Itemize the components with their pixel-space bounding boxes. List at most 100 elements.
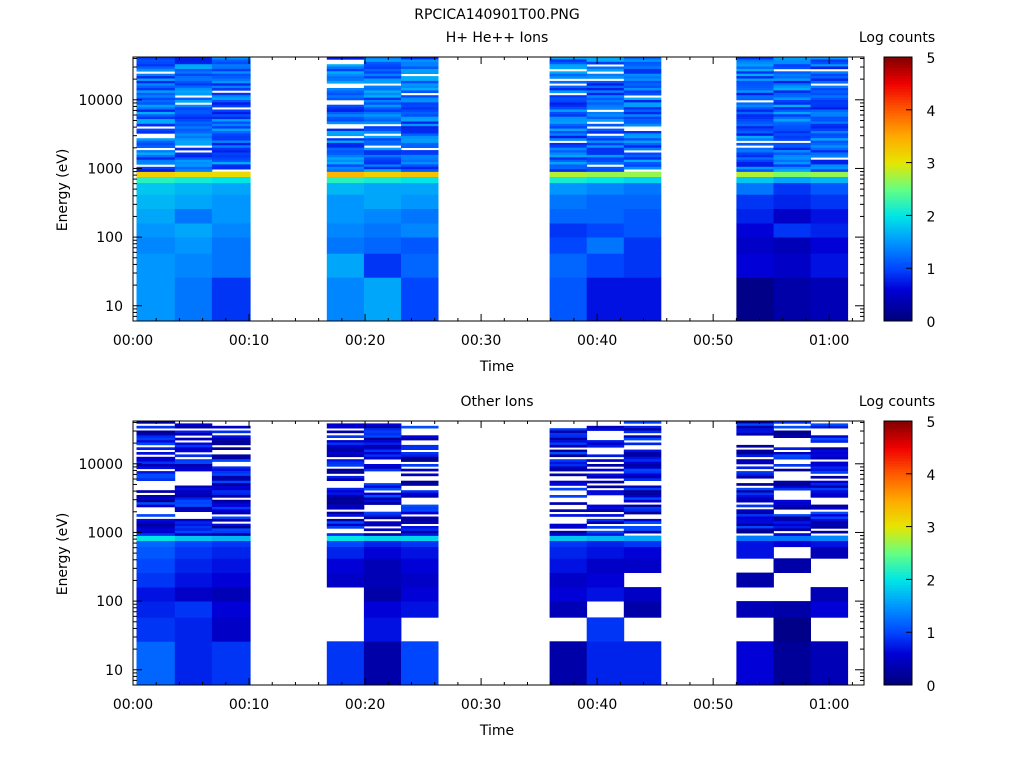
heatmap-cell (586, 166, 625, 170)
heatmap-cell (623, 145, 662, 148)
heatmap-cell (401, 169, 439, 172)
heatmap-cell (211, 68, 251, 72)
heatmap-cell (211, 495, 251, 498)
heatmap-cell (773, 601, 811, 618)
heatmap-cell (211, 102, 251, 106)
heatmap-cell (211, 111, 251, 115)
heatmap-cell (174, 523, 213, 527)
heatmap-cell (326, 521, 365, 524)
heatmap-cell (363, 92, 402, 96)
colorbar-segment (884, 181, 912, 185)
heatmap-cell (401, 459, 439, 462)
heatmap-cell (401, 119, 439, 122)
colorbar-segment (884, 679, 912, 683)
heatmap-cell (623, 471, 662, 474)
heatmap-cell (363, 466, 402, 470)
heatmap-cell (174, 509, 213, 512)
colorbar-tick-label: 2 (927, 573, 936, 589)
heatmap-cell (736, 471, 774, 474)
heatmap-cell (810, 456, 849, 460)
heatmap-cell (736, 109, 774, 113)
heatmap-cell (174, 528, 213, 532)
heatmap-cell (549, 533, 588, 536)
heatmap-cell (401, 516, 439, 520)
colorbar-segment (884, 115, 912, 119)
heatmap-cell (810, 253, 849, 278)
heatmap-cell (773, 171, 811, 177)
heatmap-cell (211, 80, 251, 84)
heatmap-cell (363, 128, 402, 132)
heatmap-cell (363, 114, 402, 117)
heatmap-cell (174, 66, 213, 70)
heatmap-cell (174, 464, 213, 467)
heatmap-cell (363, 90, 402, 94)
heatmap-cell (549, 90, 588, 94)
heatmap-cell (401, 528, 439, 532)
heatmap-cell (363, 442, 402, 446)
heatmap-cell (401, 237, 439, 254)
heatmap-cell (736, 85, 774, 89)
heatmap-cell (401, 107, 439, 110)
heatmap-cell (810, 237, 849, 254)
heatmap-cell (326, 119, 365, 122)
heatmap-cell (211, 490, 251, 493)
heatmap-cell (326, 114, 365, 117)
heatmap-cell (326, 558, 365, 573)
heatmap-cell (773, 558, 811, 573)
colorbar-segment (884, 597, 912, 602)
heatmap-cell (174, 133, 213, 137)
heatmap-cell (401, 142, 439, 146)
colorbar-segment (884, 178, 912, 182)
heatmap-cell (363, 464, 402, 467)
heatmap-cell (363, 71, 402, 74)
heatmap-cell (810, 437, 849, 441)
heatmap-cell (326, 133, 365, 137)
heatmap-cell (136, 78, 176, 82)
heatmap-cell (401, 135, 439, 139)
heatmap-cell (136, 109, 176, 113)
colorbar-segment (884, 276, 912, 280)
heatmap-cell (211, 95, 251, 98)
heatmap-cell (326, 57, 365, 60)
heatmap-cell (174, 176, 213, 184)
heatmap-cell (586, 533, 625, 536)
heatmap-cell (211, 435, 251, 438)
heatmap-cell (586, 119, 625, 122)
heatmap-cell (549, 71, 588, 74)
heatmap-cell (773, 237, 811, 254)
heatmap-cell (211, 459, 251, 462)
heatmap-cell (773, 518, 811, 522)
heatmap-cell (136, 138, 176, 141)
heatmap-cell (401, 111, 439, 115)
heatmap-cell (810, 85, 849, 89)
heatmap-cell (363, 157, 402, 160)
colorbar-segment (884, 165, 912, 169)
heatmap-cell (326, 164, 365, 168)
heatmap-cell (401, 483, 439, 486)
colorbar-segment (884, 595, 912, 599)
heatmap-cell (211, 466, 251, 470)
heatmap-cell (326, 237, 365, 254)
heatmap-cell (211, 504, 251, 508)
heatmap-cell (736, 237, 774, 254)
heatmap-cell (549, 73, 588, 77)
heatmap-cell (211, 533, 251, 536)
heatmap-cell (136, 447, 176, 450)
heatmap-cell (363, 253, 402, 278)
heatmap-cell (623, 83, 662, 86)
colorbar-segment (884, 529, 912, 533)
heatmap-cell (401, 123, 439, 127)
heatmap-cell (773, 119, 811, 122)
heatmap-cell (136, 528, 176, 532)
colorbar-segment (884, 489, 912, 493)
heatmap-cell (810, 64, 849, 67)
heatmap-cell (326, 116, 365, 120)
colorbar-segment (884, 310, 912, 314)
heatmap-cell (810, 135, 849, 139)
heatmap-cell (586, 641, 625, 686)
colorbar-segment (884, 162, 912, 166)
heatmap-cell (211, 154, 251, 158)
heatmap-cell (736, 208, 774, 224)
heatmap-cell (136, 73, 176, 77)
heatmap-cell (549, 208, 588, 224)
